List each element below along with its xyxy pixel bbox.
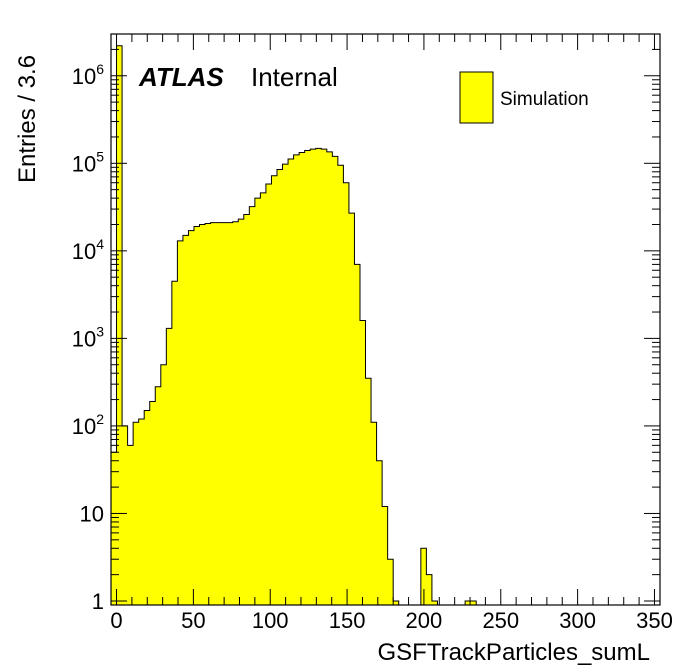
histogram-bin [354, 264, 361, 605]
histogram-bin [310, 149, 317, 605]
histogram-bin [326, 151, 333, 605]
histogram-bin [155, 386, 162, 605]
histogram-bin [144, 410, 151, 605]
y-tick-label: 103 [72, 323, 104, 351]
histogram-bin [227, 222, 234, 605]
histogram-bin [138, 418, 145, 605]
histogram-bin [194, 226, 200, 605]
y-tick-label: 105 [72, 148, 104, 176]
histogram-bin [332, 156, 339, 605]
histogram-bin [426, 574, 433, 605]
histogram-bin [166, 328, 173, 605]
histogram-bin [127, 445, 134, 605]
histogram-bin [205, 223, 211, 606]
histogram-bin [420, 548, 427, 605]
y-tick-label: 106 [72, 61, 104, 89]
x-tick-label: 150 [329, 608, 366, 633]
histogram-bin [271, 175, 278, 606]
histogram-bin [122, 425, 128, 605]
y-tick-labels: 1 10 102 103 104 105 106 [72, 61, 104, 614]
plot-frame [110, 33, 661, 606]
histogram-bin [393, 600, 400, 605]
histogram-bin [249, 206, 256, 605]
histogram-bin [348, 213, 355, 605]
x-tick-label: 300 [559, 608, 596, 633]
legend-label: Simulation [500, 89, 589, 110]
histogram-bin [365, 378, 372, 605]
histogram-bin [238, 219, 245, 605]
histogram-bin [133, 422, 140, 605]
histogram-bin [359, 320, 366, 605]
histogram-bin [371, 422, 377, 605]
histogram-bin [465, 600, 472, 605]
x-axis-title: GSFTrackParticles_sumL [377, 639, 650, 666]
x-tick-label: 250 [482, 608, 519, 633]
histogram-bin [304, 150, 311, 605]
histogram-bin [376, 460, 383, 605]
histogram-bin [216, 222, 223, 605]
histogram-bin [254, 198, 261, 605]
histogram-bin [149, 401, 156, 605]
histogram-bin [188, 230, 195, 606]
histogram-bin [243, 214, 250, 605]
histogram-bin [288, 159, 294, 605]
histogram-bin [199, 224, 206, 606]
x-tick-label: 0 [110, 608, 122, 633]
histogram-bin [171, 281, 178, 605]
histogram-bin [221, 222, 228, 605]
histogram-bin [337, 165, 344, 605]
histogram-bin [210, 222, 217, 605]
y-tick-label: 102 [72, 411, 104, 439]
histogram-bin [111, 452, 117, 605]
y-tick-label: 1 [92, 589, 104, 614]
x-tick-label: 100 [252, 608, 289, 633]
status-label: Internal [251, 62, 338, 92]
legend-swatch [459, 71, 494, 124]
histogram-bin [160, 364, 167, 605]
histogram-bin [276, 169, 283, 606]
histogram-bin [321, 149, 328, 605]
x-tick-label: 50 [181, 608, 205, 633]
y-tick-label: 104 [72, 236, 104, 264]
y-tick-label: 10 [80, 502, 104, 527]
histogram-bin [387, 559, 394, 605]
y-axis-title: Entries / 3.6 [14, 55, 41, 183]
histogram-bin [182, 235, 189, 605]
axis-ticks [111, 33, 660, 605]
histogram-bin [382, 506, 389, 605]
x-tick-labels: 0 50 100 150 200 250 300 350 [110, 608, 672, 633]
histogram-bin [232, 221, 239, 606]
histogram-bin [299, 152, 306, 605]
x-tick-label: 200 [406, 608, 443, 633]
histogram-bin [177, 240, 184, 605]
histogram-bin [431, 600, 438, 605]
histogram-bin [282, 164, 289, 605]
histogram-bin [343, 182, 350, 605]
x-tick-label: 350 [636, 608, 673, 633]
histogram-bin [470, 600, 477, 605]
histogram-bin [293, 154, 300, 605]
histogram-bin [260, 192, 267, 605]
histogram-bin [116, 45, 123, 606]
histogram-bin [315, 148, 322, 605]
histogram-bin [265, 184, 272, 605]
atlas-label: ATLAS [138, 62, 224, 92]
